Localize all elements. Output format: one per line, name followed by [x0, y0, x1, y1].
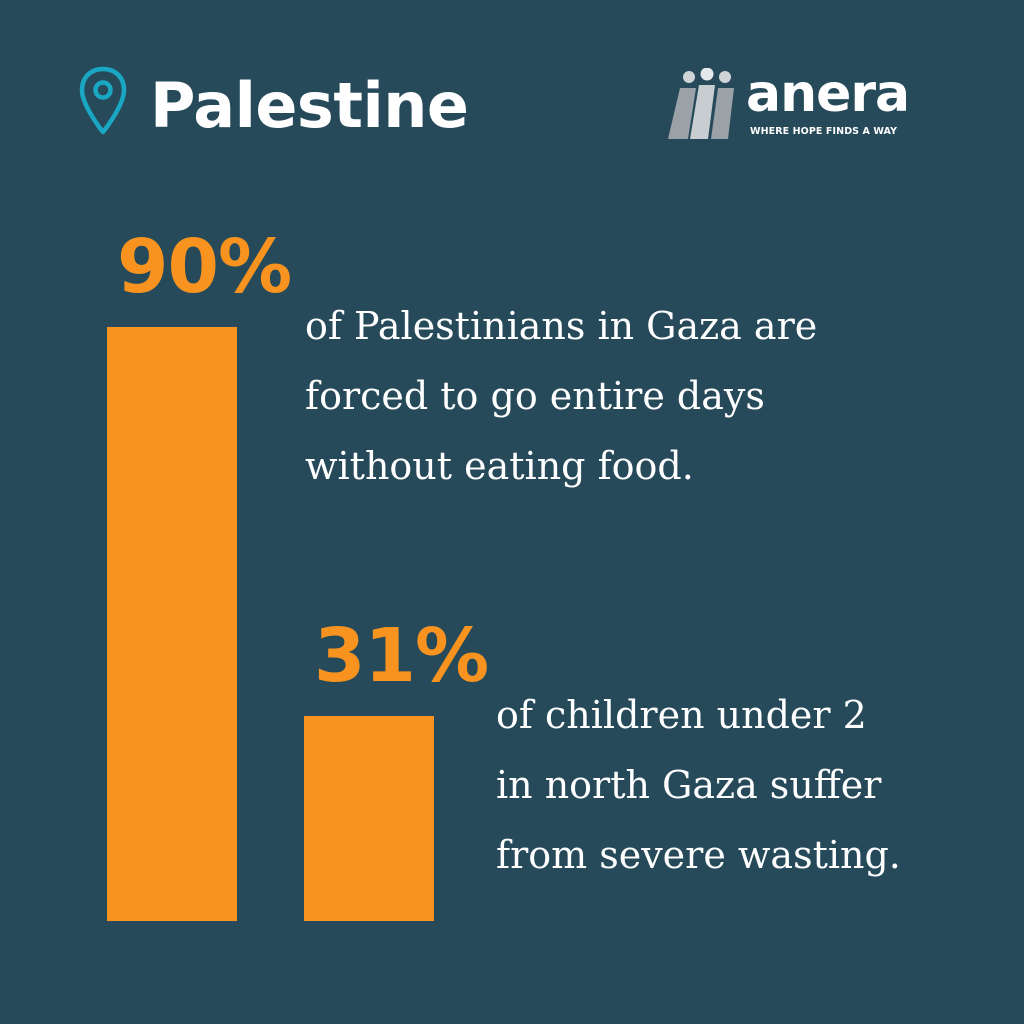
- caption-line: of Palestinians in Gaza are: [305, 304, 818, 348]
- brand-tagline: WHERE HOPE FINDS A WAY: [750, 126, 898, 137]
- location-pin-icon: [79, 66, 127, 135]
- stat-value-90: 90%: [117, 224, 292, 310]
- caption-line: of children under 2: [496, 693, 867, 737]
- bar-90: [107, 327, 237, 921]
- stat-caption-90: of Palestinians in Gaza are forced to go…: [305, 291, 817, 501]
- bar-31: [304, 716, 434, 921]
- brand-logo: anera WHERE HOPE FINDS A WAY: [668, 64, 928, 148]
- caption-line: without eating food.: [305, 444, 694, 488]
- stat-value-31: 31%: [314, 613, 489, 699]
- brand-name: anera: [746, 64, 910, 124]
- country-title: Palestine: [150, 69, 469, 142]
- anera-people-logo-icon: [668, 68, 734, 139]
- caption-line: in north Gaza suffer: [496, 763, 882, 807]
- stat-caption-31: of children under 2 in north Gaza suffer…: [496, 680, 901, 890]
- location-header: [78, 66, 128, 136]
- caption-line: from severe wasting.: [496, 833, 901, 877]
- caption-line: forced to go entire days: [305, 374, 765, 418]
